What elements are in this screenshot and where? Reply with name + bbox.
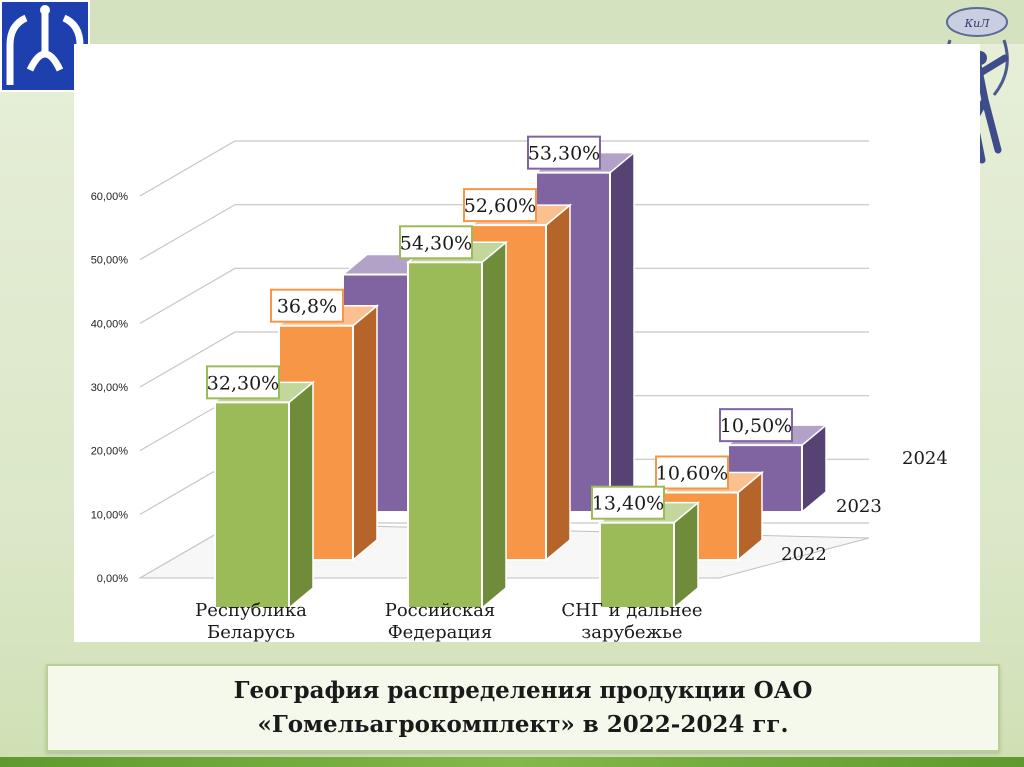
data-label-2023-2: 10,60%	[656, 463, 728, 485]
bar-side-2023-0	[352, 304, 378, 562]
data-label-2022-1: 54,30%	[400, 232, 472, 254]
slide-caption: География распределения продукции ОАО «Г…	[233, 677, 813, 738]
depth-label-2023: 2023	[836, 496, 882, 517]
data-label-box-2022-0	[206, 365, 280, 400]
data-label-2022-0: 32,30%	[207, 372, 279, 394]
data-label-2022-2: 13,40%	[592, 493, 664, 515]
bottom-stripe	[0, 757, 1024, 767]
y-tick-label: 10,00%	[91, 509, 129, 521]
bar-side-2023-1	[545, 203, 571, 562]
category-label-2-line2: зарубежье	[581, 622, 682, 642]
data-label-2024-2: 10,50%	[720, 415, 792, 437]
data-label-2023-0: 36,8%	[277, 296, 337, 318]
y-tick-label: 20,00%	[91, 446, 129, 458]
data-label-box-2024-1	[527, 135, 601, 170]
bar-side-2024-1	[609, 151, 635, 514]
depth-label-2024: 2024	[902, 448, 948, 469]
bar-chart: 0,00% 10,00% 20,00% 30,00% 40,00% 50,00% 60,00…	[91, 129, 948, 642]
data-label-2024-1: 53,30%	[528, 143, 600, 165]
y-tick-label: 60,00%	[91, 191, 129, 203]
category-label-0: Республика	[195, 600, 307, 621]
category-label-2: СНГ и дальнее	[561, 600, 702, 621]
bar-2022-1	[407, 261, 483, 609]
y-tick-label: 30,00%	[91, 382, 129, 394]
gridline	[139, 140, 869, 197]
emblem-text: КиЛ	[964, 17, 991, 30]
data-label-box-2023-1	[463, 188, 537, 223]
data-label-box-2023-2	[655, 455, 729, 490]
depth-label-2022: 2022	[781, 544, 827, 565]
data-label-box-2022-1	[399, 225, 473, 260]
gridline	[139, 204, 869, 261]
bar-side-2022-1	[481, 240, 507, 610]
bar-2022-2	[599, 521, 675, 610]
category-label-1: Российская	[385, 600, 496, 621]
category-label-1-line2: Федерация	[388, 622, 493, 642]
data-label-2023-1: 52,60%	[464, 195, 536, 217]
y-tick-label: 40,00%	[91, 318, 129, 330]
bar-side-2022-0	[288, 380, 314, 610]
caption-box: География распределения продукции ОАО «Г…	[46, 664, 1000, 752]
bar-2022-0	[214, 401, 290, 609]
category-label-0-line2: Беларусь	[207, 622, 295, 642]
chart-panel: 0,00% 10,00% 20,00% 30,00% 40,00% 50,00% 60,00…	[74, 44, 980, 642]
y-tick-label: 50,00%	[91, 255, 129, 267]
gridline	[139, 267, 869, 324]
data-label-box-2024-2	[719, 408, 793, 443]
data-label-box-2023-0	[270, 288, 344, 323]
gridline	[139, 331, 869, 388]
data-label-box-2022-2	[591, 485, 665, 520]
y-tick-label: 0,00%	[97, 573, 128, 585]
top-band	[0, 0, 1024, 44]
